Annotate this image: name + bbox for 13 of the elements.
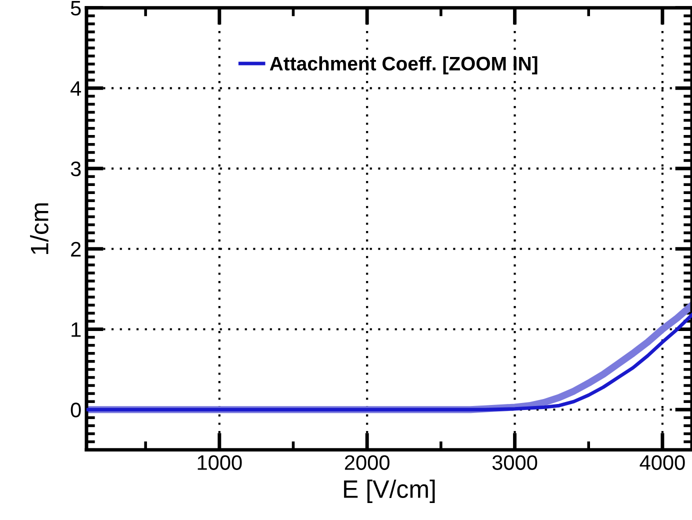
x-tick-label: 1000	[198, 455, 242, 470]
x-axis-title: E [V/cm]	[344, 480, 435, 503]
y-tick-label: 3	[70, 162, 81, 176]
x-tick-label: 3000	[492, 455, 538, 470]
legend-label: Attachment Coeff. [ZOOM IN]	[270, 56, 538, 74]
y-tick-label: 2	[71, 242, 81, 256]
x-tick-label: 4000	[640, 455, 685, 470]
y-tick-label: 4	[70, 81, 82, 96]
y-tick-label: 5	[70, 1, 81, 16]
x-tick-label: 2000	[344, 455, 390, 470]
y-axis-title: 1/cm	[30, 203, 48, 254]
y-tick-label: 0	[70, 402, 81, 418]
y-tick-label: 1	[72, 322, 81, 337]
